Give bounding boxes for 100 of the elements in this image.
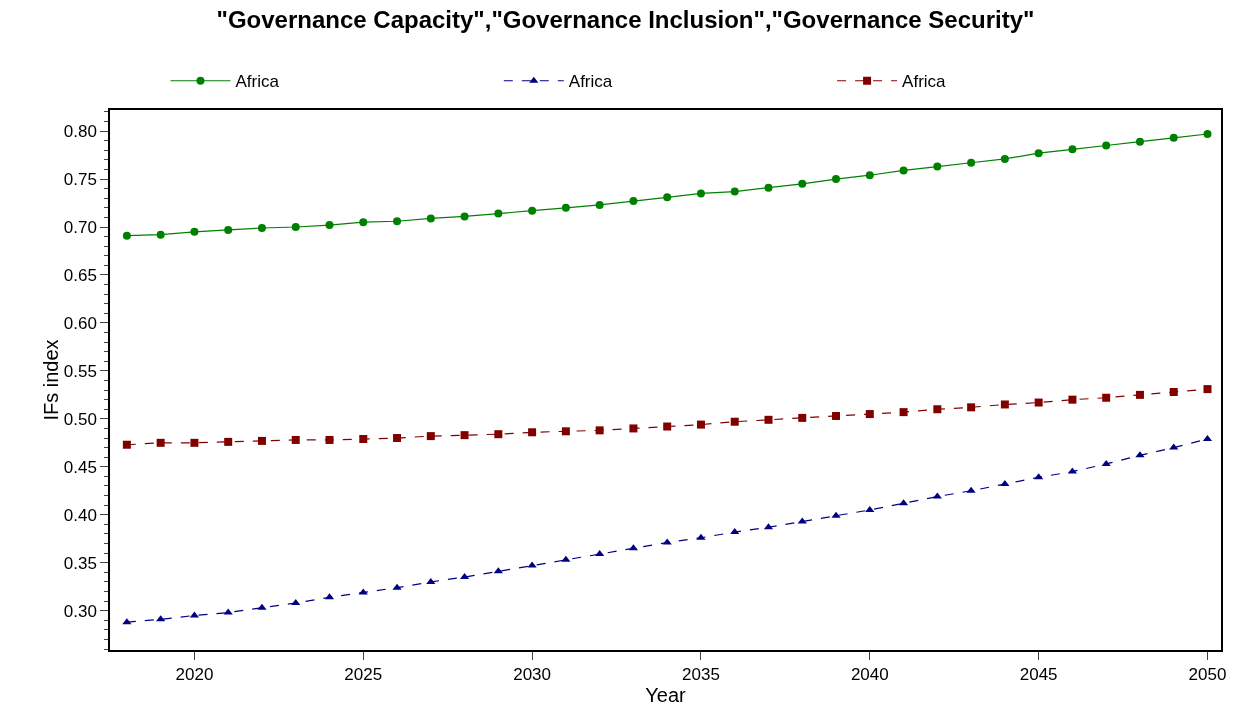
point — [224, 437, 233, 446]
point — [865, 410, 874, 419]
point — [190, 438, 199, 447]
y-tick-label: 0.75 — [63, 170, 97, 190]
point — [156, 615, 166, 622]
point — [122, 440, 131, 449]
point — [426, 214, 435, 223]
point — [1102, 141, 1111, 150]
point — [223, 608, 233, 615]
point — [730, 528, 740, 535]
point — [426, 577, 436, 584]
point — [1000, 154, 1009, 163]
point — [899, 166, 908, 175]
point — [595, 200, 604, 209]
x-tick-label: 2040 — [850, 665, 889, 685]
point — [561, 555, 571, 562]
point — [764, 415, 773, 424]
y-tick-label: 0.30 — [63, 601, 97, 621]
point — [730, 417, 739, 426]
y-axis-title: IFs index — [39, 339, 62, 421]
point — [291, 223, 300, 232]
point — [967, 403, 976, 412]
point — [257, 223, 266, 232]
legend-label: Africa — [568, 72, 613, 92]
point — [832, 411, 841, 420]
point — [392, 583, 402, 590]
legend-label: Africa — [902, 72, 947, 92]
point — [1169, 387, 1178, 396]
point — [663, 422, 672, 431]
x-tick-label: 2050 — [1188, 665, 1227, 685]
point — [832, 175, 841, 184]
y-tick-label: 0.35 — [63, 553, 97, 573]
point — [393, 217, 402, 226]
point — [663, 193, 672, 202]
point — [933, 405, 942, 414]
point — [325, 221, 334, 230]
point — [595, 426, 604, 435]
point — [966, 486, 976, 493]
point — [1135, 390, 1144, 399]
point — [1068, 145, 1077, 154]
point — [1203, 385, 1212, 394]
y-tick-label: 0.65 — [63, 265, 97, 285]
y-tick-label: 0.70 — [63, 217, 97, 237]
point — [1068, 395, 1077, 404]
point — [899, 408, 908, 417]
point — [1169, 133, 1178, 142]
point — [1034, 398, 1043, 407]
point — [122, 231, 131, 240]
point — [1034, 149, 1043, 158]
point — [393, 434, 402, 443]
point — [460, 431, 469, 440]
point — [865, 505, 875, 512]
point — [798, 179, 807, 188]
point — [696, 189, 705, 198]
point — [696, 533, 706, 540]
point — [494, 209, 503, 218]
point — [528, 428, 537, 437]
point — [1135, 137, 1144, 146]
y-tick-label: 0.45 — [63, 457, 97, 477]
x-axis-title: Year — [645, 684, 687, 707]
y-tick-label: 0.55 — [63, 361, 97, 381]
point — [629, 197, 638, 206]
point — [257, 603, 267, 610]
x-tick-label: 2030 — [513, 665, 552, 685]
point — [224, 225, 233, 234]
point — [426, 432, 435, 441]
point — [1203, 129, 1212, 138]
x-tick-label: 2045 — [1019, 665, 1058, 685]
point — [967, 158, 976, 167]
point — [1000, 400, 1009, 409]
point — [528, 206, 537, 215]
point — [932, 492, 942, 499]
legend-label: Africa — [235, 72, 280, 92]
point — [933, 162, 942, 171]
point — [865, 171, 874, 180]
point — [1102, 393, 1111, 402]
point — [696, 420, 705, 429]
point — [730, 187, 739, 196]
point — [527, 561, 537, 568]
point — [1000, 480, 1010, 487]
y-tick-label: 0.50 — [63, 409, 97, 429]
point — [831, 511, 841, 518]
chart-title: "Governance Capacity","Governance Inclusion","Governance Security" — [216, 5, 1035, 33]
point — [156, 230, 165, 239]
point — [460, 212, 469, 221]
point — [325, 435, 334, 444]
point — [662, 538, 672, 545]
y-tick-label: 0.40 — [63, 505, 97, 525]
y-tick-label: 0.60 — [63, 313, 97, 333]
point — [629, 424, 638, 433]
point — [257, 436, 266, 445]
point — [291, 435, 300, 444]
point — [561, 427, 570, 436]
point — [1101, 459, 1111, 466]
point — [359, 218, 368, 227]
x-tick-label: 2025 — [344, 665, 383, 685]
y-tick-label: 0.80 — [63, 122, 97, 142]
point — [798, 413, 807, 422]
point — [1169, 443, 1179, 450]
point — [764, 183, 773, 192]
